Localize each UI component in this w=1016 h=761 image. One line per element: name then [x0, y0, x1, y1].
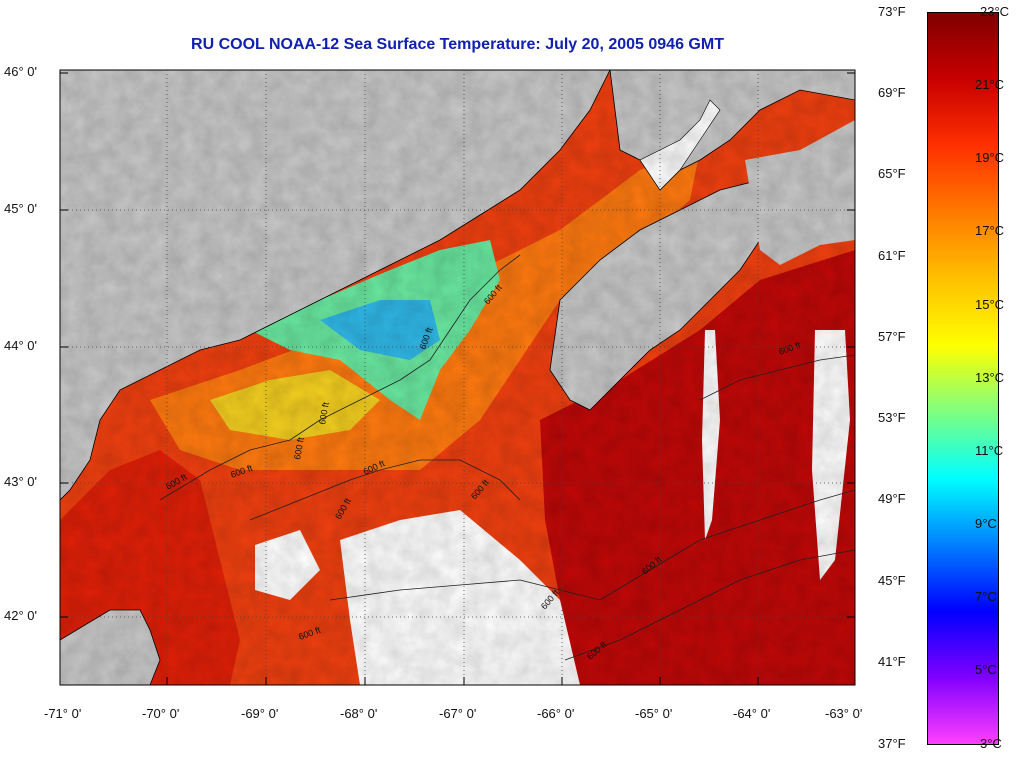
- temperature-colorbar: [927, 12, 999, 745]
- lon-label-64: -64° 0': [733, 706, 771, 721]
- lat-label-42: 42° 0': [4, 608, 37, 623]
- fahrenheit-label: 57°F: [878, 329, 906, 344]
- contour-label: 600 ft: [292, 436, 306, 460]
- celsius-label: 15°C: [975, 297, 1005, 312]
- fahrenheit-label: 53°F: [878, 410, 906, 425]
- graticule: [60, 70, 855, 685]
- celsius-label: 9°C: [975, 516, 997, 531]
- fahrenheit-label: 65°F: [878, 166, 906, 181]
- lon-label-65: -65° 0': [635, 706, 673, 721]
- lat-label-44: 44° 0': [4, 338, 37, 353]
- lat-label-43: 43° 0': [4, 474, 37, 489]
- map-frame: [59, 69, 856, 686]
- fahrenheit-label: 69°F: [878, 85, 906, 100]
- contour-label: 600 ft: [317, 401, 331, 425]
- lat-label-45: 45° 0': [4, 201, 37, 216]
- celsius-label: 23°C: [980, 4, 1010, 19]
- celsius-label: 13°C: [975, 370, 1005, 385]
- lon-label-67: -67° 0': [439, 706, 477, 721]
- celsius-label: 19°C: [975, 150, 1005, 165]
- lon-label-69: -69° 0': [241, 706, 279, 721]
- lon-label-66: -66° 0': [537, 706, 575, 721]
- fahrenheit-label: 73°F: [878, 4, 906, 19]
- celsius-label: 3°C: [980, 736, 1002, 751]
- lon-label-70: -70° 0': [142, 706, 180, 721]
- lon-label-71: -71° 0': [44, 706, 82, 721]
- fahrenheit-label: 41°F: [878, 654, 906, 669]
- map-title: RU COOL NOAA-12 Sea Surface Temperature:…: [191, 36, 724, 53]
- fahrenheit-label: 45°F: [878, 573, 906, 588]
- celsius-label: 5°C: [975, 662, 997, 677]
- fahrenheit-label: 61°F: [878, 248, 906, 263]
- celsius-label: 11°C: [975, 443, 1004, 458]
- fahrenheit-label: 49°F: [878, 491, 906, 506]
- lon-label-63: -63° 0': [825, 706, 863, 721]
- celsius-label: 17°C: [975, 223, 1005, 238]
- lat-label-46: 46° 0': [4, 64, 37, 79]
- tick-marks: [60, 72, 855, 685]
- depth-contours: [159, 254, 855, 661]
- celsius-label: 21°C: [975, 77, 1005, 92]
- lon-label-68: -68° 0': [340, 706, 378, 721]
- fahrenheit-label: 37°F: [878, 736, 906, 751]
- celsius-label: 7°C: [975, 589, 997, 604]
